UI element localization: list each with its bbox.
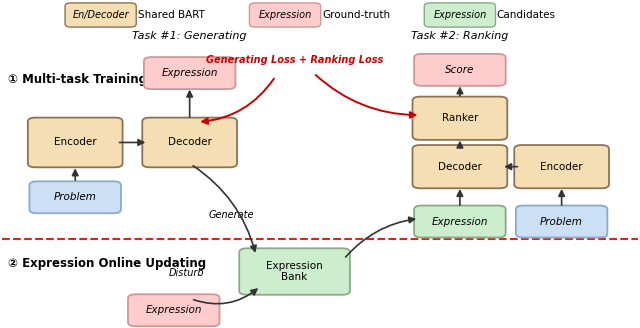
FancyBboxPatch shape — [516, 206, 607, 237]
Text: Generate: Generate — [208, 210, 253, 220]
Text: Task #1: Generating: Task #1: Generating — [132, 31, 247, 41]
Text: Shared BART: Shared BART — [138, 10, 204, 20]
Text: Decoder: Decoder — [168, 137, 212, 148]
Text: Problem: Problem — [540, 216, 583, 227]
Text: Encoder: Encoder — [54, 137, 97, 148]
FancyBboxPatch shape — [144, 57, 236, 89]
Text: Encoder: Encoder — [540, 162, 583, 172]
FancyBboxPatch shape — [142, 118, 237, 167]
Text: En/Decoder: En/Decoder — [72, 10, 129, 20]
Text: Task #2: Ranking: Task #2: Ranking — [411, 31, 509, 41]
Text: Expression: Expression — [431, 216, 488, 227]
FancyBboxPatch shape — [239, 248, 350, 295]
FancyBboxPatch shape — [28, 118, 123, 167]
FancyBboxPatch shape — [65, 3, 136, 27]
FancyBboxPatch shape — [128, 294, 220, 326]
Text: Generating Loss + Ranking Loss: Generating Loss + Ranking Loss — [206, 55, 383, 65]
Text: Candidates: Candidates — [497, 10, 556, 20]
Text: Expression
Bank: Expression Bank — [266, 261, 323, 282]
Text: Expression: Expression — [259, 10, 312, 20]
Text: Disturb: Disturb — [169, 268, 204, 278]
FancyBboxPatch shape — [414, 206, 506, 237]
FancyBboxPatch shape — [515, 145, 609, 188]
FancyBboxPatch shape — [413, 97, 508, 140]
FancyBboxPatch shape — [424, 3, 495, 27]
Text: Ground-truth: Ground-truth — [322, 10, 390, 20]
Text: Score: Score — [445, 65, 475, 75]
Text: Expression: Expression — [145, 305, 202, 315]
FancyBboxPatch shape — [413, 145, 508, 188]
FancyBboxPatch shape — [414, 54, 506, 86]
Text: Ranker: Ranker — [442, 113, 478, 123]
FancyBboxPatch shape — [29, 181, 121, 213]
Text: Decoder: Decoder — [438, 162, 482, 172]
Text: ① Multi-task Training: ① Multi-task Training — [8, 73, 147, 86]
Text: Problem: Problem — [54, 192, 97, 202]
Text: Expression: Expression — [433, 10, 486, 20]
FancyBboxPatch shape — [250, 3, 321, 27]
Text: Expression: Expression — [161, 68, 218, 78]
Text: ② Expression Online Updating: ② Expression Online Updating — [8, 257, 207, 270]
